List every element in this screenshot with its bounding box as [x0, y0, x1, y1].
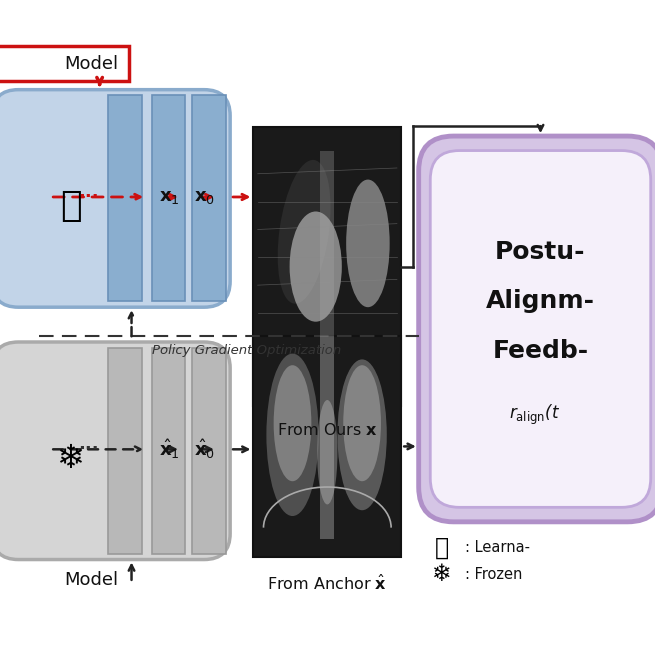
Text: ❄️: ❄️ — [432, 562, 452, 586]
Text: 🔥: 🔥 — [435, 536, 449, 560]
Bar — [108, 96, 142, 301]
Bar — [152, 348, 185, 553]
Text: : Frozen: : Frozen — [465, 567, 523, 582]
Ellipse shape — [343, 365, 381, 481]
Text: $\mathbf{x}_0$: $\mathbf{x}_0$ — [193, 188, 215, 206]
Ellipse shape — [337, 360, 386, 510]
Ellipse shape — [274, 365, 311, 481]
Ellipse shape — [317, 400, 337, 504]
Text: : Learna-: : Learna- — [465, 540, 530, 555]
Bar — [253, 127, 402, 406]
Ellipse shape — [267, 354, 318, 516]
Text: Policy Gradient Optimization: Policy Gradient Optimization — [152, 345, 341, 357]
Text: Postu-: Postu- — [495, 240, 586, 264]
Text: ❄️: ❄️ — [56, 441, 84, 474]
FancyBboxPatch shape — [0, 342, 230, 559]
Bar — [193, 96, 226, 301]
Bar — [193, 348, 226, 553]
Bar — [320, 330, 334, 539]
Text: From Ours $\mathbf{x}$: From Ours $\mathbf{x}$ — [277, 422, 378, 438]
Text: ···: ··· — [78, 188, 98, 206]
Ellipse shape — [290, 212, 342, 322]
Text: ···: ··· — [78, 440, 98, 458]
FancyBboxPatch shape — [430, 151, 650, 508]
Text: From Anchor $\hat{\mathbf{x}}$: From Anchor $\hat{\mathbf{x}}$ — [267, 574, 387, 593]
Text: Alignm-: Alignm- — [486, 290, 595, 313]
Text: Model: Model — [64, 571, 118, 589]
Text: $r_{\mathrm{align}}$(t: $r_{\mathrm{align}}$(t — [509, 402, 560, 426]
Text: $\hat{\mathbf{x}}_0$: $\hat{\mathbf{x}}_0$ — [193, 438, 215, 461]
Text: 🔥: 🔥 — [60, 189, 81, 223]
Bar — [320, 151, 334, 336]
Ellipse shape — [346, 179, 390, 307]
Bar — [152, 96, 185, 301]
Text: $\mathbf{x}_1$: $\mathbf{x}_1$ — [159, 188, 179, 206]
Text: $\hat{\mathbf{x}}_1$: $\hat{\mathbf{x}}_1$ — [159, 438, 179, 461]
Ellipse shape — [278, 160, 331, 304]
FancyBboxPatch shape — [0, 90, 230, 307]
Bar — [253, 336, 402, 557]
Text: Model: Model — [64, 54, 118, 73]
Bar — [108, 348, 142, 553]
Text: Feedb-: Feedb- — [493, 339, 589, 363]
FancyBboxPatch shape — [419, 136, 655, 522]
